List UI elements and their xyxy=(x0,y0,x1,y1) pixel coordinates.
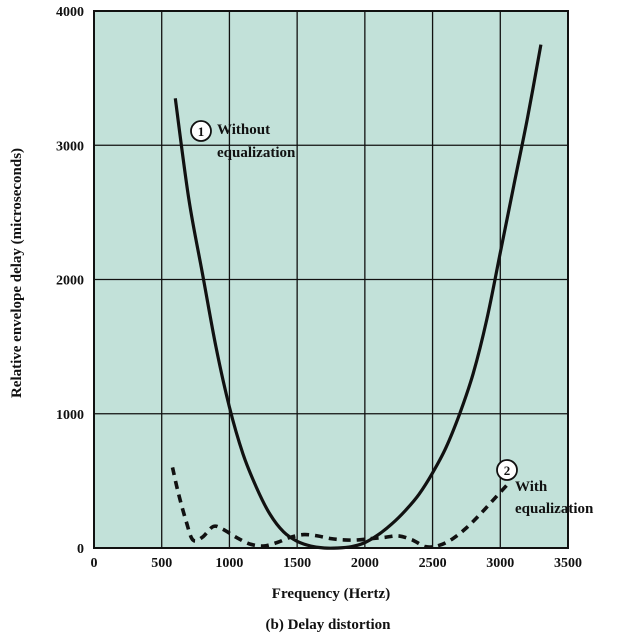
series-layer xyxy=(170,44,543,550)
y-tick-label: 4000 xyxy=(56,5,84,20)
x-tick-label: 2000 xyxy=(351,556,379,571)
x-axis-label: Frequency (Hertz) xyxy=(272,586,390,602)
annotation-layer: 1 Without equalization 2 With equalization xyxy=(190,120,594,517)
y-axis-ticks: 0 1000 2000 3000 4000 xyxy=(56,5,84,557)
grid-lines xyxy=(94,11,568,548)
y-axis-label: Relative envelope delay (microseconds) xyxy=(9,148,25,398)
y-tick-label: 2000 xyxy=(56,274,84,289)
series-marker-number: 2 xyxy=(504,463,511,478)
x-axis-ticks: 0 500 1000 1500 2000 2500 3000 3500 xyxy=(91,556,583,571)
y-tick-label: 0 xyxy=(77,542,84,557)
series-annotation-line-1: Without xyxy=(217,122,270,138)
y-tick-label: 1000 xyxy=(56,408,84,423)
chart-caption: (b) Delay distortion xyxy=(266,617,392,633)
series-annotation-line-2: equalization xyxy=(515,501,594,517)
series-marker-circle xyxy=(496,459,518,481)
x-tick-label: 3000 xyxy=(486,556,514,571)
series-marker-number: 1 xyxy=(198,124,205,139)
series-marker-circle xyxy=(190,120,212,142)
x-tick-label: 500 xyxy=(151,556,172,571)
x-tick-label: 1000 xyxy=(215,556,243,571)
x-tick-label: 0 xyxy=(91,556,98,571)
x-tick-label: 2500 xyxy=(419,556,447,571)
series-annotation-line-1: With xyxy=(515,479,548,495)
x-tick-label: 1500 xyxy=(283,556,311,571)
y-tick-label: 3000 xyxy=(56,139,84,154)
x-tick-label: 3500 xyxy=(554,556,582,571)
series-line-1 xyxy=(173,44,543,550)
series-annotation-line-2: equalization xyxy=(217,145,296,161)
